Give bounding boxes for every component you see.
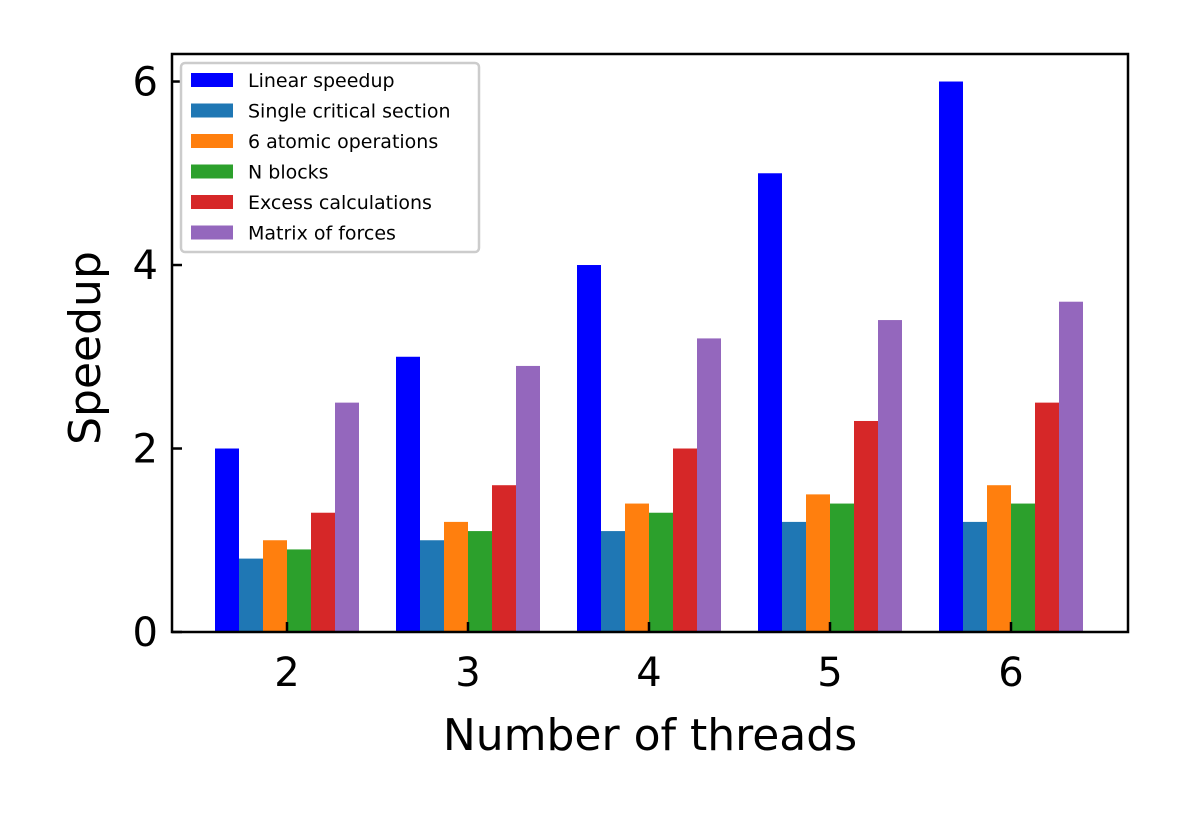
legend-label: Linear speedup xyxy=(248,70,395,92)
bar xyxy=(878,320,902,632)
x-tick-label: 4 xyxy=(636,650,661,696)
bar xyxy=(239,558,263,632)
bar xyxy=(420,540,444,632)
bar xyxy=(468,531,492,632)
bar xyxy=(492,485,516,632)
bar xyxy=(311,512,335,632)
legend-swatch xyxy=(191,73,233,87)
legend-swatch xyxy=(191,164,233,179)
bar xyxy=(939,81,963,632)
bar xyxy=(806,494,830,632)
bar xyxy=(215,448,239,632)
bar xyxy=(1035,402,1059,632)
x-tick-label: 6 xyxy=(998,650,1023,696)
bar xyxy=(782,521,806,632)
legend-label: N blocks xyxy=(248,162,329,184)
bar xyxy=(854,420,878,632)
bar xyxy=(697,338,721,632)
x-tick-label: 2 xyxy=(274,650,299,696)
ticks-layer: 0 2 4 6 2 3 4 5 6 xyxy=(133,60,1024,696)
legend-swatch xyxy=(191,134,233,148)
x-tick-label: 5 xyxy=(817,650,842,696)
bar xyxy=(830,503,854,632)
bar xyxy=(758,173,782,632)
bar xyxy=(673,448,697,632)
bar xyxy=(287,549,311,632)
bar xyxy=(601,531,625,632)
legend-swatch xyxy=(191,103,233,118)
y-tick-label: 4 xyxy=(133,243,158,289)
y-tick-label: 6 xyxy=(133,60,158,106)
x-axis-title: Number of threads xyxy=(443,710,857,761)
bars-layer xyxy=(215,81,1083,632)
legend-label: Excess calculations xyxy=(248,192,432,214)
bar xyxy=(987,485,1011,632)
legend-label: Single critical section xyxy=(248,101,451,123)
x-tick-label: 3 xyxy=(455,650,480,696)
legend-swatch xyxy=(191,225,233,240)
y-tick-label: 2 xyxy=(133,427,158,473)
bar xyxy=(396,356,420,632)
legend: Linear speedup Single critical section 6 a… xyxy=(179,61,481,254)
y-tick-label: 0 xyxy=(133,610,158,656)
legend-label: Matrix of forces xyxy=(248,223,396,245)
legend-swatch xyxy=(191,195,233,209)
legend-box xyxy=(179,61,481,254)
bar xyxy=(263,540,287,632)
y-axis-title: Speedup xyxy=(60,251,111,445)
plot-frame xyxy=(170,52,1130,634)
bar xyxy=(1059,301,1083,632)
bar xyxy=(1011,503,1035,632)
bar xyxy=(577,265,601,632)
bar xyxy=(335,402,359,632)
bar xyxy=(444,521,468,632)
bar xyxy=(516,365,540,632)
bar xyxy=(963,521,987,632)
bar xyxy=(649,512,673,632)
legend-label: 6 atomic operations xyxy=(248,131,438,153)
bar xyxy=(625,503,649,632)
